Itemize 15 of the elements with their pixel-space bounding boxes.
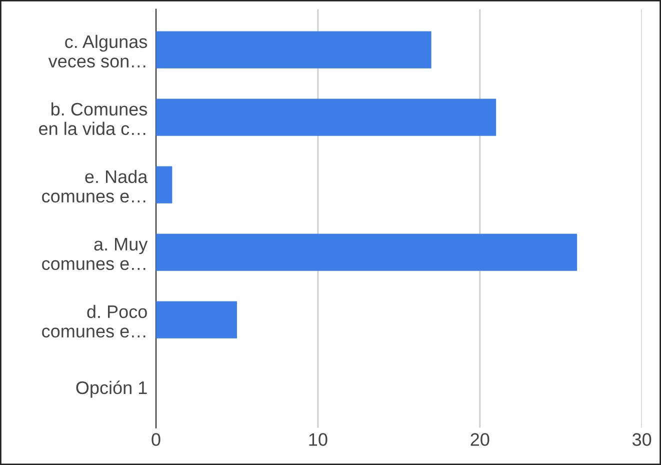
y-tick-label: a. Muy comunes e… [42, 238, 148, 270]
x-tick-label: 0 [152, 433, 160, 446]
y-tick-label: d. Poco comunes e… [42, 304, 147, 338]
x-tick-label: 20 [470, 433, 490, 446]
bar [156, 166, 172, 204]
x-tick-label: 30 [632, 433, 652, 446]
x-tick-label: 10 [309, 433, 328, 446]
y-tick-label: c. Algunas veces son… [48, 34, 148, 68]
y-tick-label: e. Nada comunes e… [42, 170, 148, 203]
bar [156, 301, 237, 338]
bar [156, 98, 496, 136]
bar [156, 31, 432, 68]
bar [156, 234, 578, 271]
y-tick-label: Opción 1 [76, 380, 147, 398]
y-tick-label: b. Comunes en la vida c… [39, 102, 148, 136]
